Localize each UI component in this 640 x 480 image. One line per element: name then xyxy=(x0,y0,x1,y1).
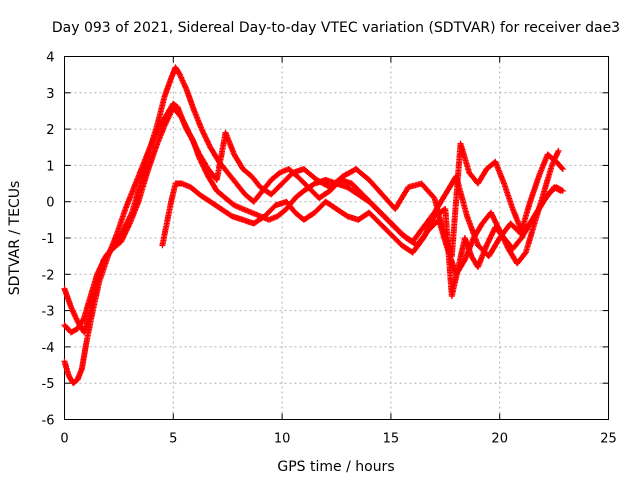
y-tick-label: -4 xyxy=(42,341,55,356)
x-tick-label: 10 xyxy=(274,432,291,447)
x-tick-label: 0 xyxy=(60,432,68,447)
series-marks xyxy=(159,180,566,300)
x-tick-label: 20 xyxy=(491,432,508,447)
data-marks xyxy=(61,64,566,387)
y-tick-label: -3 xyxy=(42,305,55,320)
y-axis-title: SDTVAR / TECUs xyxy=(7,181,23,296)
x-tick-label: 25 xyxy=(600,432,617,447)
y-tick-label: -6 xyxy=(42,414,55,429)
chart-title: Day 093 of 2021, Sidereal Day-to-day VTE… xyxy=(52,20,620,36)
y-tick-label: 2 xyxy=(46,123,54,138)
axis-ticks xyxy=(64,56,609,420)
x-tick-labels: 0 5 10 15 20 25 xyxy=(60,432,616,447)
x-tick-label: 15 xyxy=(383,432,400,447)
y-tick-label: -1 xyxy=(42,232,55,247)
series-marks xyxy=(61,104,566,336)
x-axis-title: GPS time / hours xyxy=(277,459,394,475)
y-tick-label: 1 xyxy=(46,159,54,174)
y-tick-label: 4 xyxy=(46,51,54,66)
y-tick-label: 3 xyxy=(46,87,54,102)
grid xyxy=(64,56,609,420)
y-tick-label: 0 xyxy=(46,196,54,211)
x-tick-label: 5 xyxy=(169,432,177,447)
series-track-d xyxy=(159,180,566,300)
y-tick-label: -2 xyxy=(42,268,55,283)
y-tick-label: -5 xyxy=(42,377,55,392)
y-tick-labels: -6 -5 -4 -3 -2 -1 0 1 2 3 4 xyxy=(42,51,55,429)
series-track-c xyxy=(61,104,566,336)
